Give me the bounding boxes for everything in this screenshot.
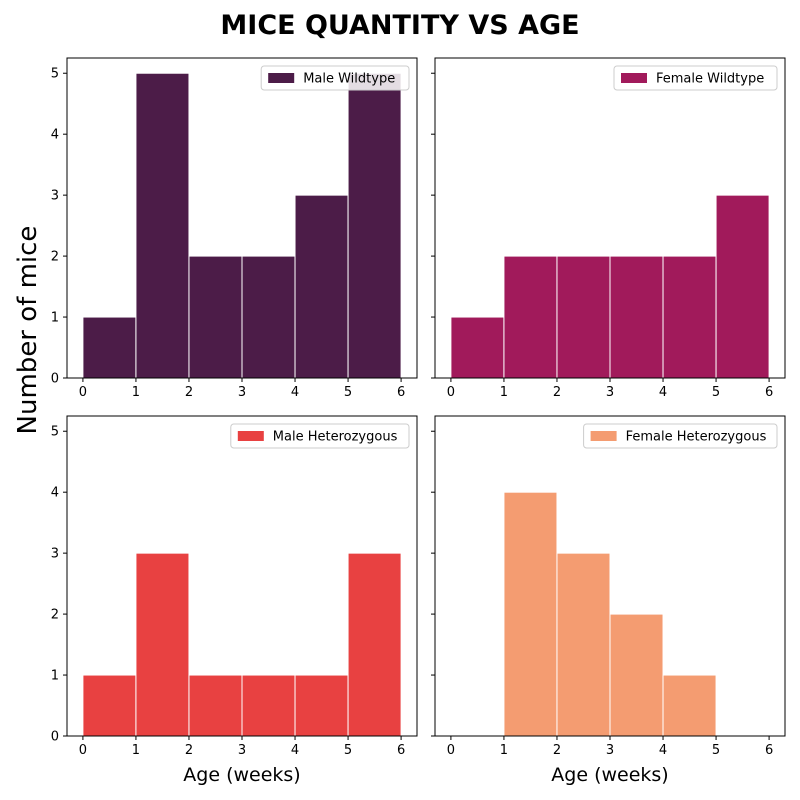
legend-label: Male Wildtype [303, 72, 395, 87]
panel-male-heterozygous: 0 1 2 3 4 5 6 0 1 2 3 4 5 Age (weeks) Male Heterozygou… [51, 415, 418, 786]
x-tick-label: 2 [553, 385, 561, 400]
y-tick-label: 4 [51, 486, 59, 501]
y-tick-label: 3 [51, 189, 59, 204]
x-tick-label: 5 [344, 743, 352, 758]
bar-male-heterozygous-bin-1 [135, 552, 190, 737]
panel-male-wildtype: 0 1 2 3 4 5 6 0 1 2 3 4 5 Male Wildtype [51, 57, 418, 400]
x-tick-label: 0 [447, 385, 455, 400]
legend-box [230, 423, 410, 449]
x-tick-label: 6 [397, 385, 405, 400]
x-axis-label: Age (weeks) [183, 764, 300, 786]
x-tick-label: 3 [606, 743, 614, 758]
x-tick-label: 3 [238, 743, 246, 758]
x-tick-label: 1 [500, 385, 508, 400]
x-tick-label: 5 [344, 385, 352, 400]
y-tick-label: 2 [51, 608, 59, 623]
panel-female-heterozygous: 0 1 2 3 4 5 6 Age (weeks) Female Heterozygous [431, 415, 786, 786]
y-tick-label: 3 [51, 547, 59, 562]
x-tick-label: 0 [79, 385, 87, 400]
legend-swatch [590, 431, 617, 441]
x-tick-label: 0 [79, 743, 87, 758]
x-tick-label: 4 [291, 743, 299, 758]
legend: Male Wildtype [260, 65, 410, 91]
x-tick-label: 5 [712, 743, 720, 758]
legend-box [613, 65, 778, 91]
x-tick-label: 0 [447, 743, 455, 758]
bar-female-wildtype-bin-4 [662, 255, 717, 379]
panel-female-wildtype: 0 1 2 3 4 5 6 Female Wildtype [431, 57, 786, 400]
x-tick-label: 4 [291, 385, 299, 400]
x-axis-label: Age (weeks) [551, 764, 668, 786]
legend-label: Female Heterozygous [626, 430, 767, 445]
x-tick-label: 1 [132, 385, 140, 400]
bar-female-wildtype-bin-5 [715, 194, 770, 379]
bar-female-heterozygous-bin-4 [662, 674, 717, 737]
legend-label: Female Wildtype [656, 72, 764, 87]
legend-label: Male Heterozygous [273, 430, 398, 445]
y-tick-label: 4 [51, 128, 59, 143]
x-tick-label: 1 [500, 743, 508, 758]
x-tick-label: 3 [606, 385, 614, 400]
legend-swatch [268, 73, 295, 83]
bar-male-wildtype-bin-3 [241, 255, 296, 379]
legend: Female Heterozygous [583, 423, 778, 449]
bar-male-wildtype-bin-2 [188, 255, 243, 379]
bar-female-heterozygous-bin-1 [503, 491, 558, 737]
legend: Male Heterozygous [230, 423, 410, 449]
y-tick-label: 1 [51, 311, 59, 326]
bar-male-wildtype-bin-4 [294, 194, 349, 379]
y-tick-label: 5 [51, 425, 59, 440]
y-tick-label: 0 [51, 730, 59, 745]
bar-male-wildtype-bin-0 [82, 316, 137, 379]
y-tick-label: 2 [51, 250, 59, 265]
x-tick-label: 1 [132, 743, 140, 758]
bar-male-wildtype-bin-5 [347, 72, 402, 379]
x-tick-label: 4 [659, 385, 667, 400]
x-tick-label: 2 [185, 743, 193, 758]
x-tick-label: 2 [185, 385, 193, 400]
bar-male-heterozygous-bin-5 [347, 552, 402, 737]
figure-title: MICE QUANTITY VS AGE [220, 10, 580, 41]
bar-male-heterozygous-bin-3 [241, 674, 296, 737]
x-tick-label: 6 [765, 385, 773, 400]
bar-male-heterozygous-bin-2 [188, 674, 243, 737]
bar-female-heterozygous-bin-2 [556, 552, 611, 737]
y-tick-label: 1 [51, 669, 59, 684]
y-tick-label: 5 [51, 67, 59, 82]
x-tick-label: 2 [553, 743, 561, 758]
x-tick-label: 4 [659, 743, 667, 758]
bar-female-wildtype-bin-3 [609, 255, 664, 379]
y-tick-label: 0 [51, 372, 59, 387]
x-tick-label: 5 [712, 385, 720, 400]
bar-female-heterozygous-bin-3 [609, 613, 664, 737]
x-tick-label: 6 [765, 743, 773, 758]
legend: Female Wildtype [613, 65, 778, 91]
legend-box [260, 65, 410, 91]
x-tick-label: 6 [397, 743, 405, 758]
x-tick-label: 3 [238, 385, 246, 400]
legend-swatch [621, 73, 647, 83]
bar-female-wildtype-bin-2 [556, 255, 611, 379]
bar-male-heterozygous-bin-0 [82, 674, 137, 737]
bar-male-heterozygous-bin-4 [294, 674, 349, 737]
bar-female-wildtype-bin-1 [503, 255, 558, 379]
legend-box [583, 423, 778, 449]
bar-male-wildtype-bin-1 [135, 72, 190, 379]
bar-female-wildtype-bin-0 [450, 316, 505, 379]
legend-swatch [237, 431, 264, 441]
